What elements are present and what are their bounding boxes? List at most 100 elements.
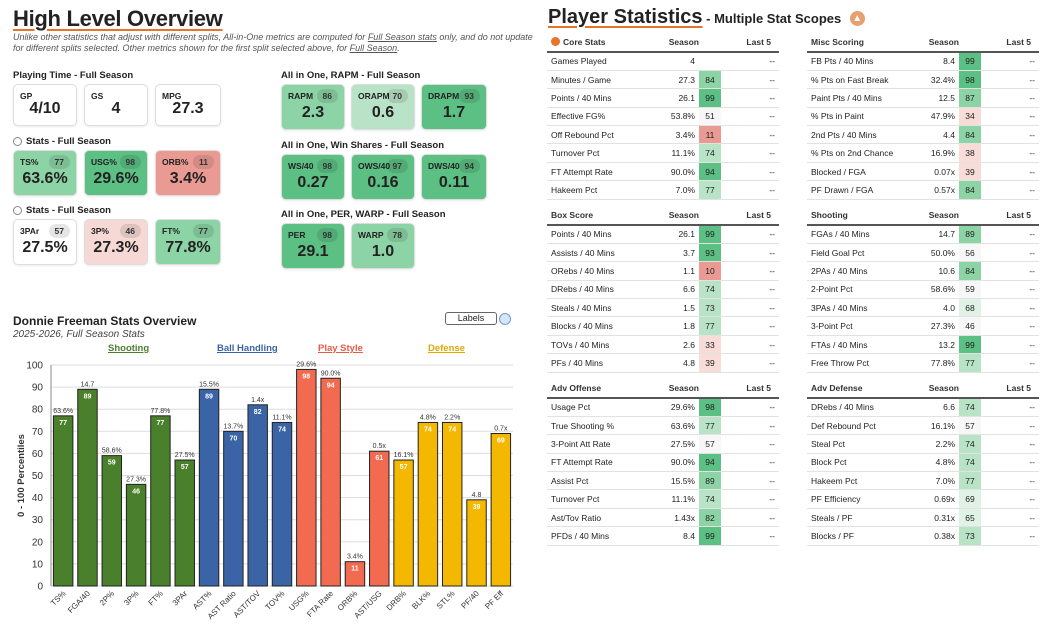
row-season-value: 0.38x bbox=[919, 526, 959, 546]
shooting-title: Shooting bbox=[811, 210, 848, 220]
chart-bar bbox=[223, 430, 244, 587]
labels-toggle-switch[interactable] bbox=[499, 313, 511, 325]
y-tick-label: 60 bbox=[32, 449, 44, 460]
table-row: % Pts in Paint 47.9% 34 -- bbox=[807, 107, 1039, 127]
scope-icon[interactable]: ▲ bbox=[849, 11, 865, 26]
ts-label: TS% bbox=[20, 157, 39, 167]
bar-raw-label: 11.1% bbox=[272, 414, 291, 421]
bar-percentile-label: 11 bbox=[351, 566, 359, 573]
chart-bar bbox=[320, 377, 341, 587]
ft-percentile: 77 bbox=[192, 224, 214, 238]
labels-toggle-button[interactable]: Labels bbox=[445, 312, 497, 325]
stats-radio-icon-1[interactable] bbox=[13, 136, 22, 146]
playing-time-title: Playing Time - Full Season bbox=[13, 70, 134, 81]
chart-bar bbox=[344, 561, 366, 587]
usg-card: USG% 98 29.6% bbox=[84, 150, 148, 196]
stats-radio-icon-2[interactable] bbox=[13, 205, 22, 215]
ws40-value: 0.27 bbox=[297, 174, 329, 191]
table-row: FT Attempt Rate 90.0% 94 -- bbox=[547, 453, 779, 473]
core-stats-header: Core Stats bbox=[547, 33, 659, 53]
table-row: Off Rebound Pct 3.4% 11 -- bbox=[547, 125, 779, 145]
row-label: 2-Point Pct bbox=[807, 280, 919, 300]
table-row: Block Pct 4.8% 74 -- bbox=[807, 453, 1039, 473]
row-season-value: 4.8 bbox=[659, 353, 699, 373]
chart-bar bbox=[125, 483, 147, 587]
row-season-value: 63.6% bbox=[659, 416, 699, 436]
chart-bar bbox=[271, 421, 293, 587]
ows40-card: OWS/40 97 0.16 bbox=[351, 154, 415, 200]
row-season-value: 27.3% bbox=[919, 316, 959, 336]
3p-card: 3P% 46 27.3% bbox=[84, 219, 148, 265]
row-percentile: 74 bbox=[699, 143, 721, 163]
row-season-value: 1.1 bbox=[659, 261, 699, 281]
3p-value: 27.3% bbox=[93, 239, 139, 256]
ft-card: FT% 77 77.8% bbox=[155, 219, 221, 265]
core-stats-header-row: Core Stats Season Last 5 bbox=[547, 33, 779, 53]
table-row: Steals / 40 Mins 1.5 73 -- bbox=[547, 298, 779, 318]
table-row: Minutes / Game 27.3 84 -- bbox=[547, 70, 779, 90]
per-value: 29.1 bbox=[297, 243, 329, 260]
row-percentile: 77 bbox=[699, 416, 721, 436]
3par-value: 27.5% bbox=[22, 239, 68, 256]
gp-card: GP 4/10 bbox=[13, 84, 77, 126]
legend-play-style: Play Style bbox=[318, 343, 363, 354]
bar-percentile-label: 77 bbox=[59, 420, 67, 427]
row-percentile: 99 bbox=[699, 225, 721, 244]
row-last5-value: -- bbox=[721, 353, 779, 373]
stats-title-1[interactable]: Stats - Full Season bbox=[13, 136, 111, 147]
usg-value: 29.6% bbox=[93, 170, 139, 187]
row-percentile: 68 bbox=[959, 298, 981, 318]
row-percentile bbox=[699, 52, 721, 71]
row-season-value: 0.07x bbox=[919, 162, 959, 182]
row-label: Turnover Pct bbox=[547, 489, 659, 509]
core-stats-title: Core Stats bbox=[563, 37, 606, 47]
adv-defense-header: Adv Defense bbox=[807, 379, 919, 399]
y-tick-label: 0 bbox=[37, 582, 43, 593]
chart-bar bbox=[466, 499, 487, 587]
orb-card: ORB% 11 3.4% bbox=[155, 150, 221, 196]
row-last5-value: -- bbox=[721, 526, 779, 546]
row-last5-value: -- bbox=[981, 298, 1039, 318]
note-link-full-season-stats[interactable]: Full Season stats bbox=[367, 32, 437, 42]
rapm-title: All in One, RAPM - Full Season bbox=[281, 70, 421, 81]
usg-percentile: 98 bbox=[119, 155, 141, 169]
x-tick-label: AST% bbox=[191, 589, 213, 611]
bar-raw-label: 15.5% bbox=[199, 381, 219, 388]
row-percentile: 99 bbox=[699, 526, 721, 546]
row-label: Effective FG% bbox=[547, 107, 659, 127]
x-tick-label: 3PAr bbox=[171, 589, 190, 608]
row-percentile: 73 bbox=[959, 526, 981, 546]
table-row: 3-Point Pct 27.3% 46 -- bbox=[807, 316, 1039, 336]
table-row: Turnover Pct 11.1% 74 -- bbox=[547, 143, 779, 163]
misc-scoring-table: Misc Scoring Season Last 5 FB Pts / 40 Mins… bbox=[807, 33, 1039, 200]
row-last5-value: -- bbox=[721, 316, 779, 336]
note-text-d: . bbox=[397, 43, 400, 53]
row-last5-value: -- bbox=[981, 508, 1039, 528]
bar-raw-label: 63.6% bbox=[53, 408, 73, 415]
row-season-value: 32.4% bbox=[919, 70, 959, 90]
bar-raw-label: 1.4x bbox=[251, 397, 265, 404]
table-row: PFs / 40 Mins 4.8 39 -- bbox=[547, 353, 779, 373]
row-label: PF Drawn / FGA bbox=[807, 180, 919, 200]
note-link-full-season[interactable]: Full Season bbox=[349, 43, 398, 53]
stats-title-2[interactable]: Stats - Full Season bbox=[13, 205, 111, 216]
table-row: FGAs / 40 Mins 14.7 89 -- bbox=[807, 225, 1039, 244]
stats-title-1-label: Stats - Full Season bbox=[26, 136, 111, 147]
chart-subtitle: 2025-2026, Full Season Stats bbox=[13, 329, 145, 340]
box-score-season-header: Season bbox=[659, 206, 721, 226]
adv-offense-title: Adv Offense bbox=[551, 383, 602, 393]
row-season-value: 4 bbox=[659, 52, 699, 71]
rapm-label: RAPM bbox=[288, 91, 314, 101]
row-label: Off Rebound Pct bbox=[547, 125, 659, 145]
table-row: Paint Pts / 40 Mins 12.5 87 -- bbox=[807, 88, 1039, 108]
row-label: 2PAs / 40 Mins bbox=[807, 261, 919, 281]
chart-bar bbox=[490, 433, 512, 587]
table-row: Free Throw Pct 77.8% 77 -- bbox=[807, 353, 1039, 373]
row-last5-value: -- bbox=[981, 88, 1039, 108]
row-label: Usage Pct bbox=[547, 398, 659, 417]
y-axis-label: 0 - 100 Percentiles bbox=[16, 434, 27, 517]
row-percentile: 82 bbox=[699, 508, 721, 528]
x-tick-label: AST/TOV bbox=[232, 589, 263, 620]
row-season-value: 7.0% bbox=[919, 471, 959, 491]
page-title: High Level Overview bbox=[13, 6, 223, 31]
